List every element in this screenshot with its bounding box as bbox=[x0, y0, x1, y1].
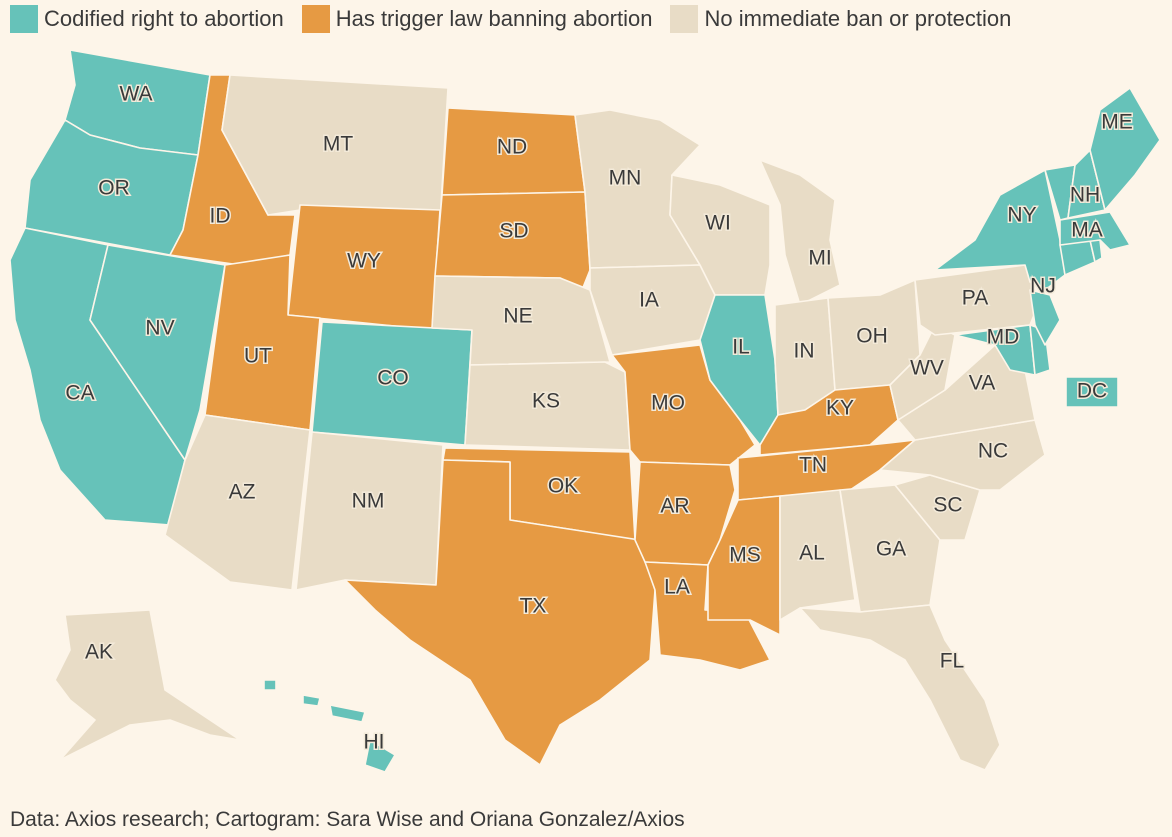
label-wa: WA bbox=[119, 83, 152, 106]
legend-label-codified: Codified right to abortion bbox=[44, 6, 284, 31]
label-ar: AR bbox=[660, 495, 689, 518]
label-ms: MS bbox=[729, 544, 761, 567]
label-ak: AK bbox=[85, 641, 113, 664]
state-hi-island-2 bbox=[302, 694, 321, 707]
label-al: AL bbox=[799, 542, 825, 565]
label-nd: ND bbox=[497, 136, 527, 159]
label-wv: WV bbox=[910, 357, 944, 380]
label-wi: WI bbox=[705, 212, 731, 235]
legend-label-none: No immediate ban or protection bbox=[704, 6, 1012, 31]
state-dc bbox=[1065, 376, 1119, 408]
legend-item-codified: Codified right to abortion bbox=[10, 5, 284, 33]
label-in: IN bbox=[794, 340, 815, 363]
state-az bbox=[164, 414, 311, 591]
state-nj bbox=[1029, 289, 1061, 346]
state-hi-island-1 bbox=[263, 679, 277, 691]
label-nh: NH bbox=[1070, 184, 1100, 207]
label-or: OR bbox=[98, 177, 130, 200]
label-az: AZ bbox=[229, 481, 256, 504]
label-la: LA bbox=[664, 576, 690, 599]
label-mt: MT bbox=[323, 133, 353, 156]
legend-swatch-trigger bbox=[301, 5, 330, 33]
label-id: ID bbox=[210, 205, 231, 228]
state-nv bbox=[89, 244, 226, 461]
label-tn: TN bbox=[799, 454, 827, 477]
legend-swatch-none bbox=[670, 5, 699, 33]
label-mo: MO bbox=[651, 392, 685, 415]
label-mn: MN bbox=[609, 167, 642, 190]
state-mi bbox=[759, 159, 841, 306]
label-nv: NV bbox=[145, 317, 174, 340]
label-nj: NJ bbox=[1030, 275, 1056, 298]
label-ut: UT bbox=[244, 345, 272, 368]
label-sd: SD bbox=[499, 220, 528, 243]
state-al bbox=[779, 489, 856, 621]
label-ok: OK bbox=[548, 475, 578, 498]
label-ne: NE bbox=[503, 305, 532, 328]
label-ga: GA bbox=[876, 538, 906, 561]
label-pa: PA bbox=[962, 287, 988, 310]
label-oh: OH bbox=[856, 325, 888, 348]
state-ma bbox=[1059, 211, 1131, 251]
state-ct bbox=[1059, 239, 1096, 276]
state-ak bbox=[54, 609, 241, 761]
label-ny: NY bbox=[1007, 204, 1036, 227]
legend-swatch-codified bbox=[10, 5, 38, 33]
label-mi: MI bbox=[808, 247, 831, 270]
state-md bbox=[954, 324, 1036, 376]
state-labels: WA OR CA NV ID MT WY UT CO AZ NM ND SD N… bbox=[64, 81, 1134, 755]
label-ks: KS bbox=[532, 390, 560, 413]
label-wy: WY bbox=[347, 250, 381, 273]
label-il: IL bbox=[732, 336, 750, 359]
label-hi: HI bbox=[364, 731, 385, 754]
legend-label-trigger: Has trigger law banning abortion bbox=[335, 6, 653, 31]
state-tx bbox=[344, 459, 656, 766]
label-ma: MA bbox=[1071, 219, 1103, 242]
label-ia: IA bbox=[639, 289, 659, 312]
label-va: VA bbox=[969, 372, 995, 395]
state-hi-main bbox=[364, 739, 396, 773]
label-ky: KY bbox=[826, 397, 854, 420]
state-sc bbox=[894, 474, 981, 541]
state-ga bbox=[839, 484, 941, 613]
label-ca: CA bbox=[65, 382, 94, 405]
label-nc: NC bbox=[978, 440, 1008, 463]
label-nm: NM bbox=[352, 490, 385, 513]
legend-item-none: No immediate ban or protection bbox=[670, 5, 1011, 33]
legend: Codified right to abortion Has trigger l… bbox=[10, 5, 1029, 33]
label-fl: FL bbox=[940, 650, 965, 673]
label-sc: SC bbox=[933, 494, 962, 517]
label-md: MD bbox=[987, 326, 1020, 349]
label-co: CO bbox=[377, 367, 409, 390]
legend-item-trigger: Has trigger law banning abortion bbox=[301, 5, 653, 33]
state-hi-island-3 bbox=[329, 704, 366, 723]
label-tx: TX bbox=[520, 595, 547, 618]
state-fl bbox=[799, 604, 1001, 771]
label-me: ME bbox=[1101, 111, 1133, 134]
state-me bbox=[1089, 87, 1161, 211]
source-note: Data: Axios research; Cartogram: Sara Wi… bbox=[10, 808, 685, 831]
label-dc: DC bbox=[1077, 380, 1107, 403]
